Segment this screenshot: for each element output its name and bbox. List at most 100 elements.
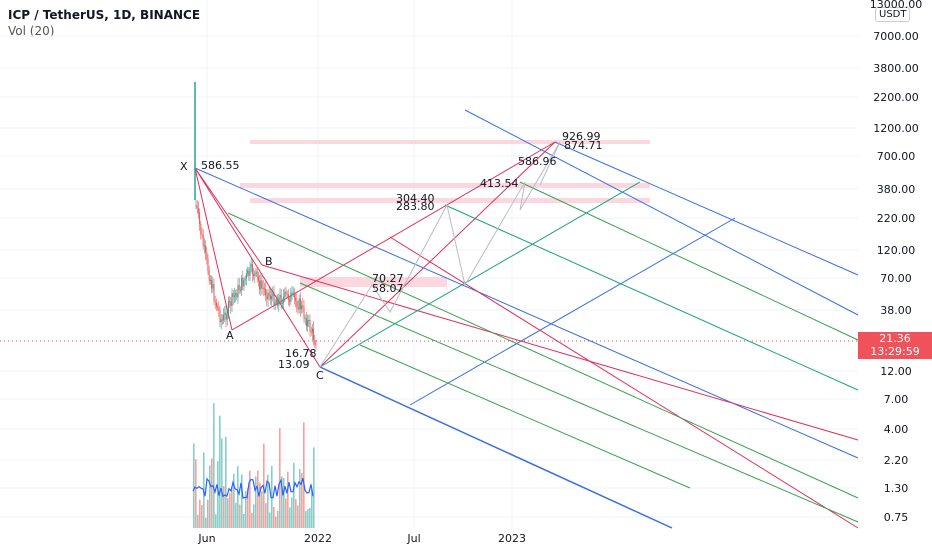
candle-body: [218, 307, 220, 311]
volume-bars: [192, 403, 315, 528]
price-tick-label: 2200.00: [873, 91, 919, 104]
candle-body: [241, 277, 243, 291]
volume-bar: [213, 403, 215, 528]
time-tick-label: 2023: [498, 532, 526, 545]
volume-bar: [263, 443, 265, 528]
candle-body: [250, 264, 252, 268]
volume-bar: [297, 505, 299, 528]
candle-body: [196, 205, 198, 209]
candle-body: [261, 280, 263, 288]
candle-body: [266, 295, 268, 300]
volume-bar: [199, 499, 201, 528]
candle-body: [307, 320, 309, 327]
candle-body: [201, 234, 203, 236]
volume-bar: [283, 478, 285, 528]
volume-bar: [229, 493, 231, 528]
price-zones: [240, 140, 650, 287]
candle-body: [277, 300, 279, 306]
candle-body: [286, 293, 288, 295]
pattern-label: 283.80: [396, 200, 435, 213]
candle-body: [207, 258, 209, 271]
price-tick-label: 7000.00: [873, 30, 919, 43]
fork-pink-line: [261, 264, 859, 441]
volume-bar: [201, 505, 203, 528]
price-zone: [240, 183, 650, 188]
candle-body: [239, 290, 241, 291]
candle-body: [269, 295, 271, 300]
candle-body: [248, 270, 250, 276]
volume-bar: [245, 491, 247, 528]
fork-blue-line: [554, 141, 859, 276]
volume-bar: [281, 476, 283, 528]
volume-bar: [239, 504, 241, 528]
volume-bar: [235, 502, 237, 528]
pattern-label: 58.07: [372, 282, 404, 295]
fork-blue-line: [194, 167, 859, 459]
candle-body: [274, 302, 276, 306]
candle-body: [253, 274, 255, 276]
candle-body: [259, 280, 261, 290]
candle-body: [243, 280, 245, 287]
projection-path: [319, 141, 561, 368]
volume-bar: [309, 508, 311, 528]
fork-green-line: [319, 181, 641, 368]
candle-body: [199, 212, 201, 225]
candle-body: [263, 288, 265, 290]
candle-body: [278, 297, 280, 306]
volume-bar: [221, 438, 223, 528]
price-tick-label: 7.00: [884, 393, 909, 406]
candle-body: [297, 307, 299, 310]
pattern-label: 926.99: [562, 130, 601, 143]
candle-body: [229, 301, 231, 303]
candle-body: [195, 205, 197, 207]
candle-body: [221, 319, 223, 321]
currency-badge[interactable]: USDT: [875, 7, 911, 22]
pattern-label: X: [180, 160, 188, 173]
time-tick-label: 2022: [304, 532, 332, 545]
candle-body: [219, 310, 221, 323]
volume-bar: [293, 462, 295, 528]
volume-bar: [305, 511, 307, 528]
time-axis[interactable]: Jun 2022 Jul 2023: [197, 532, 526, 545]
volume-ma-line: [192, 477, 314, 499]
price-tick-label: 70.00: [880, 272, 912, 285]
grid-lines: [0, 0, 858, 528]
volume-bar: [225, 436, 227, 528]
candle-body: [215, 302, 217, 307]
candle-body: [271, 296, 273, 300]
candle-body: [298, 298, 300, 310]
last-price-box: 21.36 13:29:59: [858, 332, 932, 359]
candle-body: [231, 293, 233, 306]
volume-bar: [193, 443, 195, 528]
candle-body: [242, 277, 244, 287]
volume-bar: [237, 466, 239, 528]
candle-body: [273, 291, 275, 306]
volume-indicator-label[interactable]: Vol (20): [8, 24, 55, 38]
candle-body: [272, 291, 274, 297]
candle-body: [313, 328, 315, 341]
candle-body: [208, 270, 210, 281]
volume-bar: [223, 486, 225, 528]
candle-body: [244, 278, 246, 281]
fork-blue-line: [409, 217, 736, 406]
candle-body: [212, 284, 214, 289]
candle-body: [226, 314, 228, 320]
candle-body: [256, 271, 258, 277]
volume-bar: [255, 476, 257, 528]
volume-bar: [205, 517, 207, 528]
volume-bar: [219, 415, 221, 528]
candle-body: [247, 270, 249, 274]
candle-body: [304, 318, 306, 320]
price-axis[interactable]: 13000.00 7000.00 3800.00 2200.00 1200.00 700.…: [870, 0, 923, 524]
bar-countdown: 13:29:59: [870, 345, 920, 358]
volume-bar: [269, 512, 271, 528]
volume-bar: [243, 514, 245, 528]
volume-bar: [307, 509, 309, 528]
price-tick-label: 0.75: [884, 511, 909, 524]
fork-blue-line: [319, 366, 673, 529]
price-zone: [250, 140, 650, 144]
candle-body: [275, 300, 277, 303]
pattern-label: 413.54: [480, 177, 519, 190]
